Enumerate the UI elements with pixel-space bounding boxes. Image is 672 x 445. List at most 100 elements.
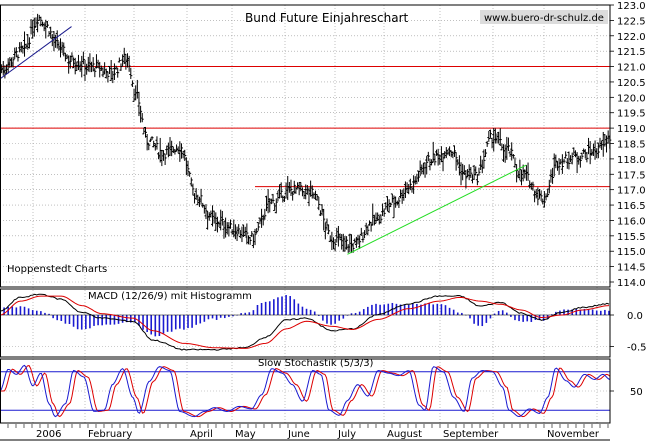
price-y-tick-label: 116.5	[617, 201, 646, 212]
price-y-tick-label: 123.0	[617, 1, 646, 12]
price-bar	[1, 60, 5, 76]
price-bar	[353, 238, 357, 244]
price-bar	[279, 182, 283, 198]
price-bar	[23, 31, 27, 57]
price-bar	[394, 196, 398, 208]
price-bar	[147, 143, 151, 151]
price-bar	[402, 188, 406, 201]
price-bar	[487, 130, 491, 142]
macd-title: MACD (12/26/9) mit Histogramm	[88, 291, 252, 302]
price-bar	[583, 149, 587, 159]
price-bar	[546, 188, 550, 198]
price-bar	[482, 149, 486, 169]
price-bar	[425, 156, 429, 175]
price-bar	[184, 157, 188, 176]
price-bar	[441, 153, 445, 172]
price-bar	[248, 236, 252, 245]
price-bar	[318, 210, 322, 217]
price-bar	[560, 154, 564, 174]
price-bar	[511, 153, 515, 159]
price-bar	[420, 164, 424, 175]
price-bar	[62, 42, 66, 57]
price-bar	[564, 151, 568, 159]
macd-lines	[0, 293, 610, 351]
price-bar	[302, 190, 306, 200]
price-bar	[348, 233, 352, 253]
price-bar	[127, 55, 131, 72]
price-bar	[577, 155, 581, 165]
price-bar	[204, 204, 208, 220]
price-bar	[572, 147, 576, 156]
price-bar	[6, 58, 10, 74]
price-bar	[68, 55, 72, 69]
price-bar	[549, 169, 553, 183]
price-bar	[374, 212, 378, 224]
price-bar	[500, 143, 504, 151]
panel-frame	[0, 288, 611, 358]
price-bar	[366, 225, 370, 236]
price-bar	[524, 164, 528, 181]
price-bar	[506, 137, 510, 152]
price-bar	[9, 57, 13, 68]
price-bar	[37, 14, 41, 21]
price-bar	[492, 127, 496, 152]
price-bar	[39, 16, 43, 27]
price-bar	[132, 88, 136, 102]
x-axis-label: April	[190, 429, 213, 440]
price-bar	[193, 193, 197, 204]
price-bar	[44, 19, 48, 39]
price-bar	[70, 52, 74, 61]
price-bar	[119, 63, 123, 71]
price-bar	[18, 42, 22, 53]
stochastic-lines	[0, 364, 611, 418]
price-bar	[199, 188, 203, 205]
price-bar	[251, 234, 255, 249]
price-bar	[562, 158, 566, 164]
price-bar	[148, 138, 152, 143]
price-bar	[211, 205, 215, 227]
panel-frame	[0, 4, 611, 288]
price-bar	[345, 236, 349, 250]
price-bar	[518, 159, 522, 181]
price-bar	[130, 80, 134, 87]
price-bar	[436, 148, 440, 166]
price-bar	[281, 195, 285, 203]
price-bar	[536, 187, 540, 206]
price-bar	[417, 170, 421, 182]
price-bar	[526, 162, 530, 181]
price-bar	[135, 79, 139, 99]
price-bar	[299, 181, 303, 192]
price-bar	[552, 153, 556, 177]
price-bar	[534, 188, 538, 199]
price-bar	[423, 162, 427, 178]
price-bar	[472, 164, 476, 180]
price-bar	[508, 150, 512, 157]
price-bar	[580, 152, 584, 160]
price-bar	[45, 21, 49, 28]
price-bar	[578, 155, 582, 168]
price-bar	[537, 189, 541, 199]
price-bar	[376, 212, 380, 221]
price-bar	[155, 136, 159, 150]
price-bar	[565, 158, 569, 169]
price-bar	[542, 191, 546, 208]
price-bar	[49, 26, 53, 39]
price-y-tick-label: 114.0	[617, 278, 646, 289]
price-y-tick-label: 121.0	[617, 63, 646, 74]
price-bar	[106, 71, 110, 83]
price-bar	[495, 133, 499, 144]
price-bar	[181, 151, 185, 159]
price-bar	[289, 179, 293, 196]
price-bar	[14, 47, 18, 58]
price-bar	[191, 183, 195, 196]
price-bar	[510, 142, 514, 161]
price-bar	[570, 152, 574, 165]
price-bar	[325, 218, 329, 231]
price-y-tick-label: 114.5	[617, 263, 646, 274]
macd-line-signal	[0, 295, 610, 349]
price-bar	[157, 152, 161, 160]
price-bar	[163, 153, 167, 165]
price-bar	[520, 169, 524, 186]
price-bar	[323, 222, 327, 240]
